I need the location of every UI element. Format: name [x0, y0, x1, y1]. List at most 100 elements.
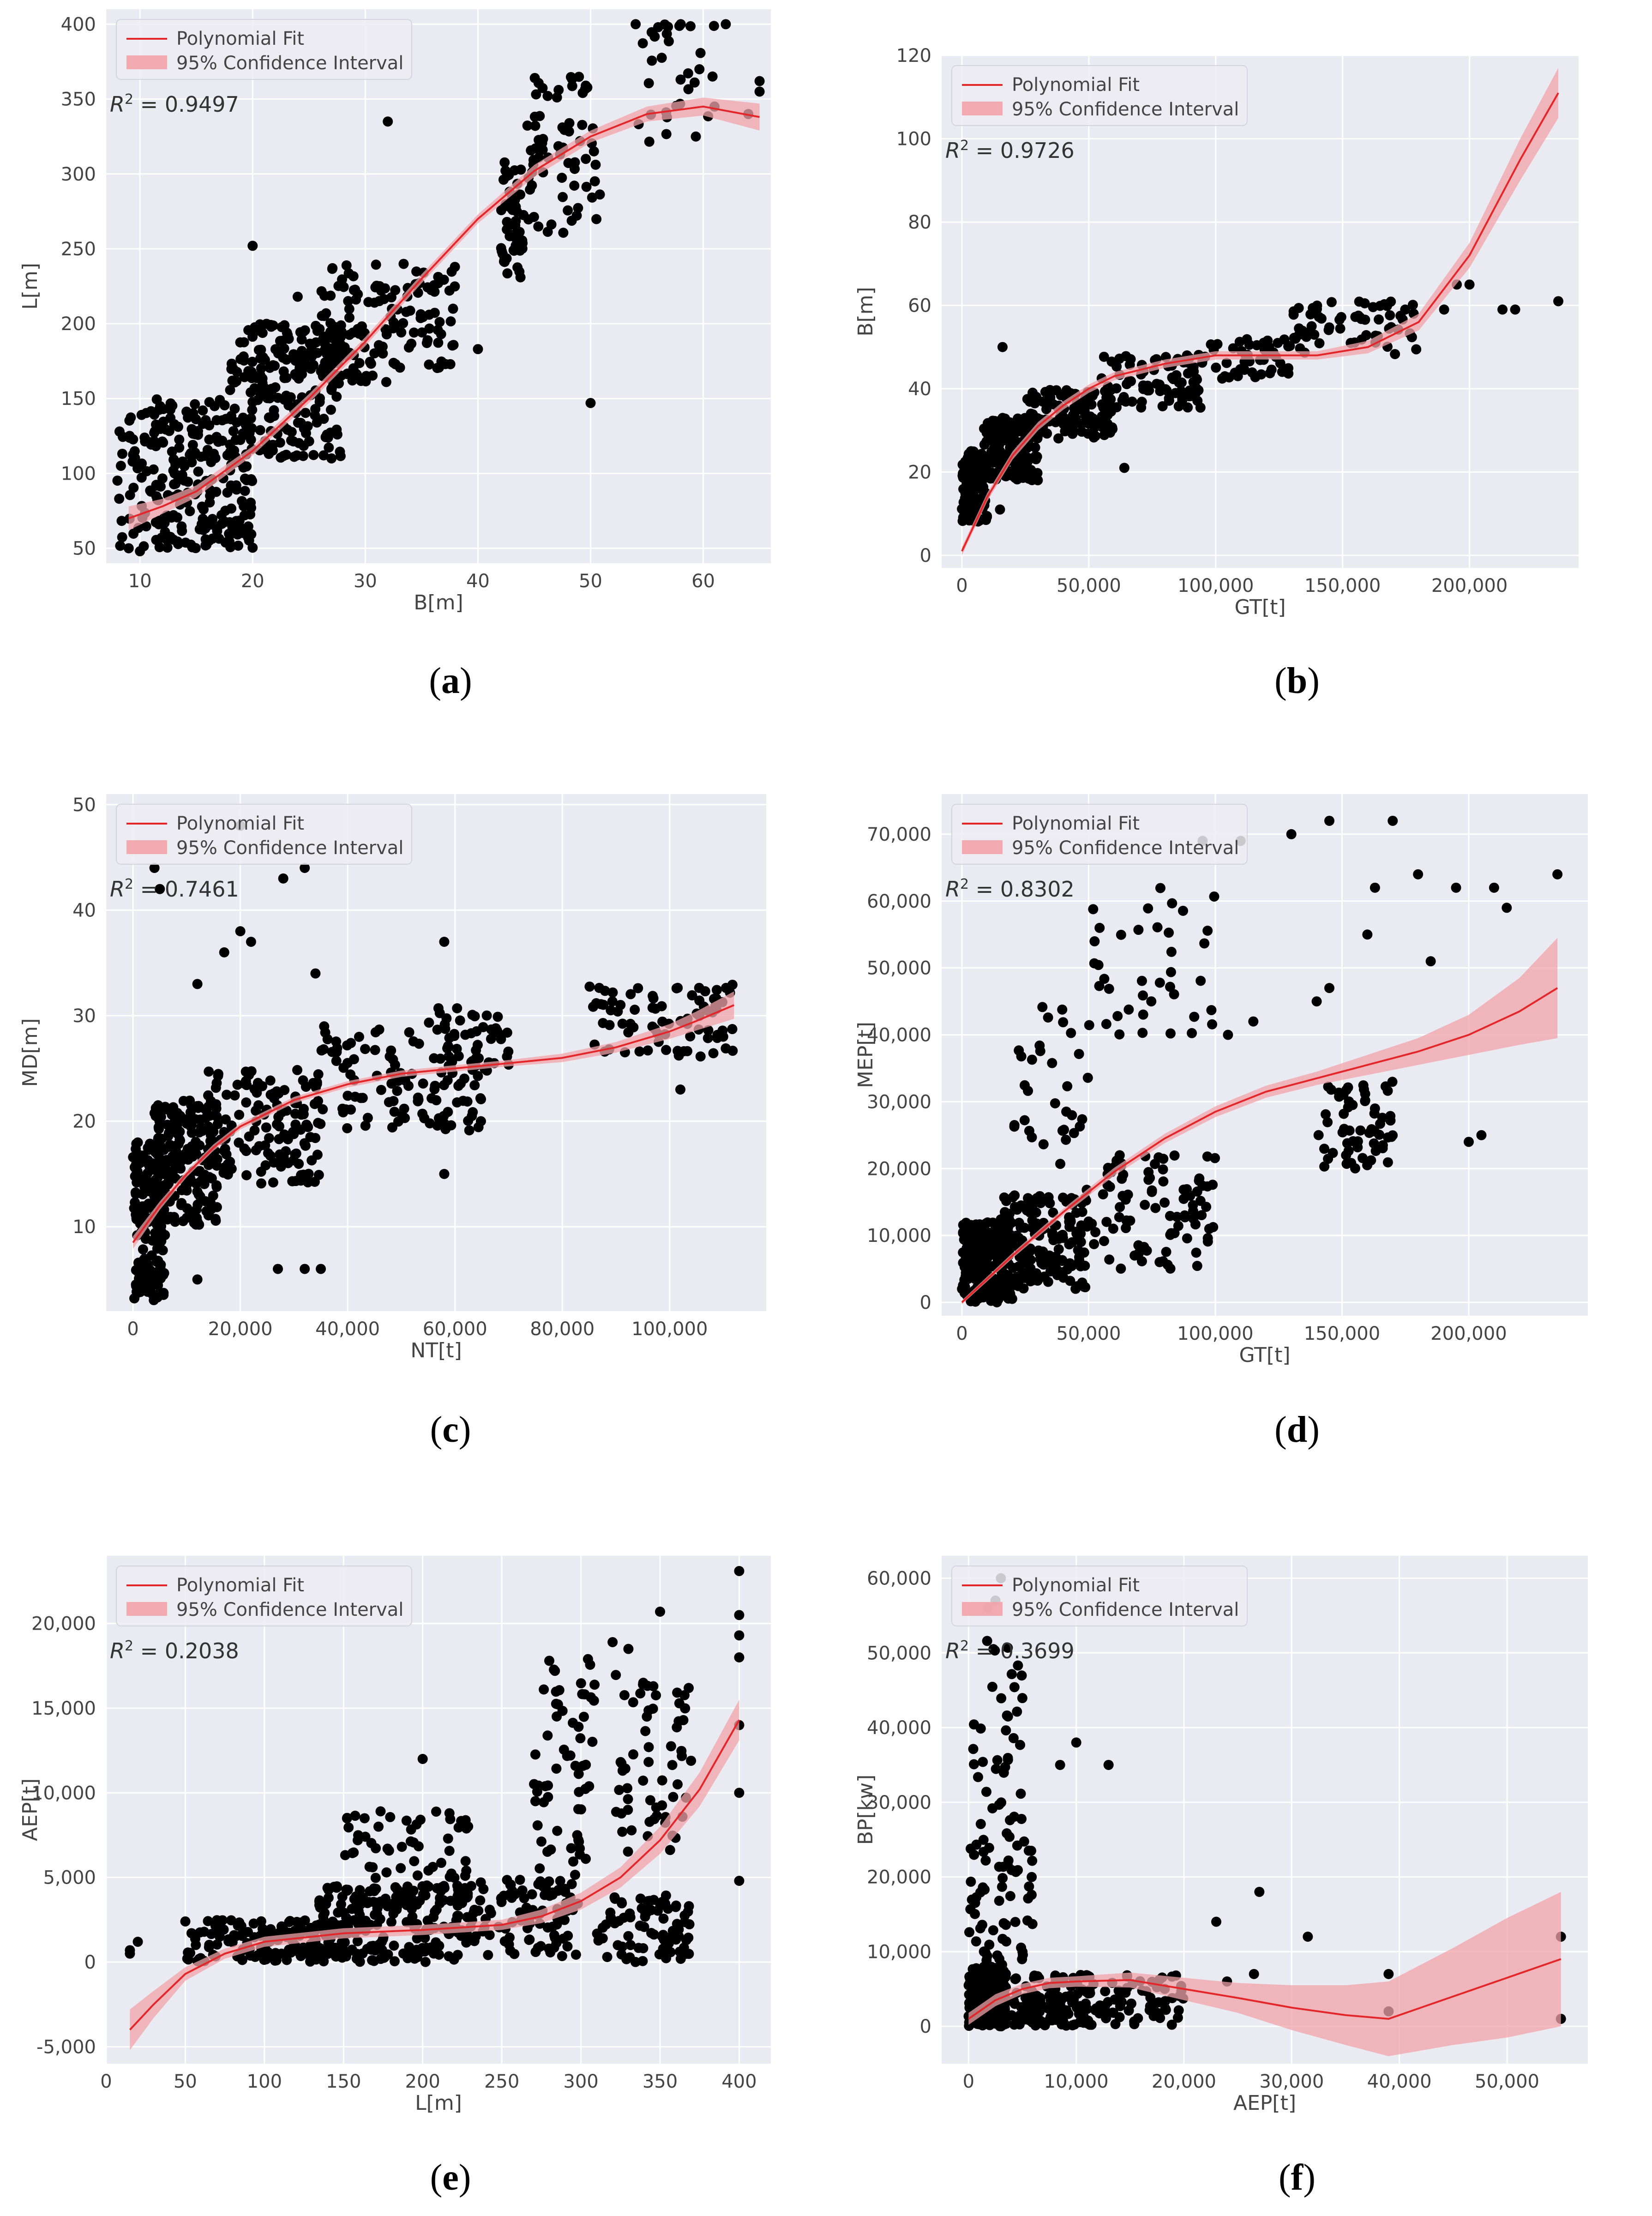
scatter-point: [987, 1803, 998, 1813]
scatter-point: [217, 1915, 228, 1926]
scatter-point: [686, 1755, 697, 1766]
scatter-point: [1013, 1232, 1024, 1243]
scatter-point: [262, 393, 273, 403]
scatter-point: [351, 294, 361, 305]
scatter-point: [1251, 340, 1262, 350]
scatter-point: [199, 451, 210, 461]
scatter-point: [614, 1785, 625, 1795]
scatter-point: [434, 1940, 445, 1951]
scatter-point: [584, 982, 595, 992]
scatter-point: [674, 1946, 685, 1957]
scatter-point: [1034, 1191, 1045, 1201]
scatter-point: [1077, 1114, 1087, 1125]
y-tick-label: 300: [61, 164, 96, 185]
scatter-point: [1368, 302, 1378, 313]
scatter-point: [1510, 304, 1520, 315]
scatter-point: [234, 1917, 245, 1928]
panel-a: 10 20 30 40 50 60 50 100 150 200 250 300 350 400 B[m] L…: [18, 0, 822, 720]
scatter-point: [232, 367, 242, 377]
scatter-point: [580, 1783, 591, 1794]
scatter-point: [473, 344, 483, 355]
scatter-point: [655, 1607, 665, 1617]
scatter-point: [153, 1280, 163, 1291]
scatter-point: [591, 214, 602, 224]
scatter-point: [534, 152, 544, 163]
scatter-point: [288, 1129, 299, 1139]
legend-box: [951, 804, 1248, 865]
scatter-point: [292, 291, 303, 302]
scatter-point: [633, 1943, 644, 1953]
scatter-point: [1065, 1276, 1075, 1286]
scatter-point: [211, 1202, 222, 1212]
scatter-point: [117, 532, 127, 542]
x-tick-label: 100: [247, 2071, 282, 2092]
scatter-point: [346, 1038, 356, 1048]
caption-b: (b): [1274, 661, 1320, 701]
legend-fit-label: Polynomial Fit: [1012, 813, 1140, 834]
scatter-point: [350, 1811, 360, 1821]
scatter-point: [1204, 1223, 1214, 1234]
scatter-point: [1143, 1167, 1154, 1177]
scatter-point: [413, 1841, 424, 1852]
scatter-point: [407, 1894, 417, 1904]
scatter-point: [995, 504, 1005, 515]
scatter-point: [622, 1783, 633, 1794]
scatter-point: [1232, 371, 1243, 381]
scatter-point: [324, 442, 334, 453]
scatter-point: [1350, 312, 1361, 322]
scatter-point: [1094, 981, 1105, 991]
scatter-point: [638, 1679, 649, 1690]
scatter-point: [293, 1925, 303, 1935]
x-tick-label: 0: [956, 575, 967, 596]
y-tick-label: 250: [61, 239, 96, 260]
scatter-point: [405, 1836, 416, 1847]
scatter-point: [173, 539, 183, 549]
scatter-point: [978, 1757, 988, 1767]
scatter-point: [1016, 1813, 1027, 1824]
scatter-point: [1248, 1016, 1259, 1027]
scatter-point: [185, 1107, 196, 1118]
scatter-point: [1118, 392, 1129, 403]
scatter-point: [980, 1855, 991, 1866]
scatter-point: [1122, 379, 1132, 390]
y-axis-label: BP[kw]: [854, 1775, 877, 1845]
scatter-point: [648, 991, 658, 1001]
scatter-point: [1100, 1986, 1111, 1997]
y-tick-label: 40,000: [867, 1025, 931, 1046]
scatter-point: [274, 1157, 284, 1168]
scatter-point: [1015, 1788, 1026, 1799]
scatter-point: [1339, 1108, 1349, 1119]
scatter-point: [691, 131, 701, 142]
scatter-point: [976, 449, 987, 459]
scatter-point: [535, 1941, 546, 1951]
x-tick-label: 40: [466, 571, 490, 592]
scatter-point: [975, 1923, 985, 1933]
scatter-point: [219, 947, 229, 957]
plot-background: [942, 55, 1579, 568]
scatter-point: [1006, 1669, 1017, 1680]
scatter-point: [149, 863, 160, 873]
scatter-point: [982, 1636, 992, 1646]
scatter-point: [452, 1880, 463, 1891]
scatter-point: [124, 431, 135, 441]
scatter-point: [607, 996, 618, 1007]
scatter-point: [347, 1903, 357, 1914]
scatter-point: [1425, 956, 1436, 967]
scatter-point: [206, 1929, 216, 1939]
scatter-point: [378, 348, 388, 359]
scatter-point: [992, 1755, 1003, 1765]
scatter-point: [1207, 1019, 1218, 1030]
scatter-point: [1065, 1216, 1076, 1227]
scatter-point: [175, 1156, 186, 1167]
scatter-point: [623, 1931, 634, 1941]
scatter-point: [635, 1893, 646, 1904]
scatter-point: [649, 1895, 659, 1905]
scatter-point: [443, 1107, 453, 1117]
scatter-point: [204, 1942, 214, 1952]
scatter-point: [1048, 1207, 1058, 1218]
scatter-point: [1071, 2002, 1082, 2013]
scatter-point: [542, 1922, 553, 1933]
scatter-point: [544, 1656, 554, 1666]
scatter-point: [734, 1610, 745, 1620]
y-axis-label: B[m]: [854, 287, 877, 336]
